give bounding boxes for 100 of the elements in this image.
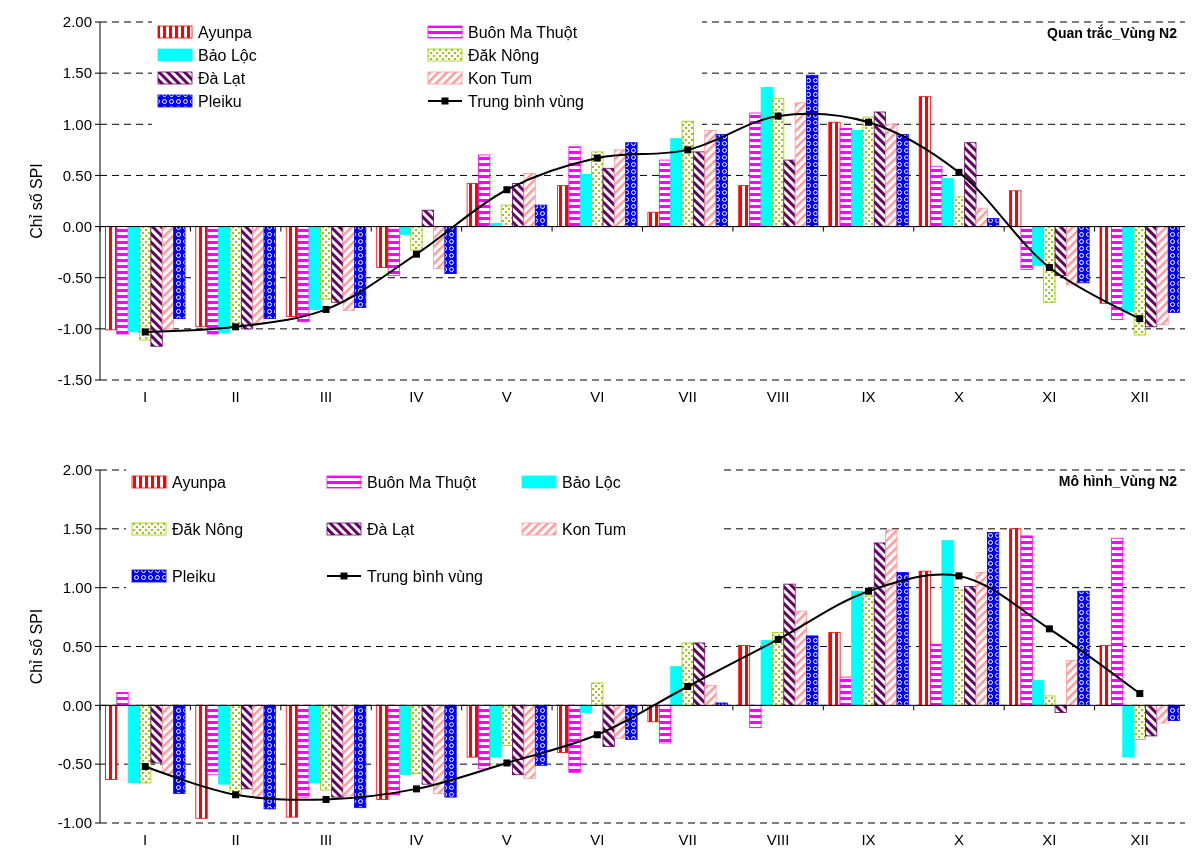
bar (240, 704, 254, 790)
bar (885, 529, 898, 706)
bar (1145, 226, 1158, 328)
point (684, 146, 692, 154)
bar (1009, 190, 1022, 227)
x-tick-label: VIII (766, 388, 790, 405)
y-tick-label: 2.00 (62, 13, 92, 31)
x-tick-label: IV (409, 388, 424, 405)
bar (862, 595, 875, 706)
bar (783, 583, 796, 706)
legend-label: Đà Lạt (367, 520, 415, 538)
bar (806, 635, 819, 706)
bar (444, 226, 457, 275)
y-tick-label: -0.50 (57, 268, 92, 286)
bar (139, 704, 152, 784)
bar (466, 704, 479, 758)
bar (173, 226, 186, 320)
bar (896, 571, 909, 706)
legend-label: Bảo Lộc (562, 473, 621, 491)
bar (896, 134, 909, 227)
y-tick-label: -0.50 (57, 755, 92, 773)
bar (308, 704, 321, 784)
bar (952, 589, 966, 706)
bar (218, 226, 231, 334)
point (865, 118, 873, 126)
point (503, 186, 511, 194)
legend-label: Pleiku (198, 92, 242, 110)
point (593, 731, 601, 739)
point (503, 759, 511, 767)
bar (195, 704, 208, 819)
x-tick-label: XI (1042, 831, 1057, 848)
x-tick-label: I (143, 388, 148, 405)
y-tick-label: 0.00 (62, 696, 92, 714)
bar (319, 226, 333, 300)
bar (105, 226, 118, 331)
bar (625, 142, 638, 227)
x-tick-label: II (231, 388, 240, 405)
bar (1099, 226, 1112, 304)
bar (1077, 590, 1090, 706)
bar (478, 704, 491, 770)
bar (647, 211, 660, 227)
bar (342, 226, 355, 311)
bar (139, 226, 152, 341)
y-tick-label: -1.00 (57, 320, 92, 338)
x-tick-label: X (953, 831, 964, 848)
bar (749, 704, 762, 729)
bar (1110, 537, 1124, 706)
bar (964, 586, 977, 706)
bar (839, 676, 852, 706)
bar (602, 704, 615, 747)
y-tick-label: 1.50 (62, 64, 92, 82)
bar (1043, 226, 1056, 303)
bar (1066, 660, 1079, 706)
bar (760, 640, 773, 706)
point (1045, 625, 1053, 633)
bar (195, 226, 208, 328)
point (1045, 263, 1053, 271)
bar (285, 704, 299, 818)
y-axis-title: Chỉ số SPI (28, 163, 45, 239)
bar (1020, 226, 1033, 270)
bar (116, 226, 129, 335)
x-tick-label: VII (678, 831, 697, 848)
point (774, 635, 782, 643)
bar (534, 204, 548, 227)
bar (444, 704, 457, 798)
x-tick-label: III (319, 831, 333, 848)
bar (1054, 226, 1067, 277)
point (1136, 690, 1144, 698)
bar (760, 87, 773, 227)
bar (568, 146, 581, 227)
x-tick-label: XII (1130, 831, 1149, 848)
y-axis-title: Chỉ số SPI (28, 608, 45, 685)
bar (1020, 535, 1033, 706)
bar (421, 704, 434, 785)
bar (466, 183, 479, 227)
point (322, 795, 330, 803)
x-tick-label: I (143, 831, 148, 848)
legend-label: Đà Lạt (198, 69, 246, 87)
x-tick-label: VII (678, 388, 697, 405)
bar (602, 167, 615, 227)
bar (591, 151, 604, 227)
legend-label: Pleiku (172, 567, 216, 585)
bar (150, 704, 163, 764)
bar (354, 226, 367, 308)
bar (1043, 695, 1056, 706)
legend-label: Kon Tum (562, 520, 627, 538)
bar (839, 127, 852, 227)
point (322, 305, 330, 313)
y-tick-label: 0.50 (62, 166, 92, 184)
y-tick-label: -1.50 (57, 371, 92, 389)
bar (173, 704, 186, 794)
bar (387, 226, 400, 277)
bar (1133, 226, 1146, 336)
bar (500, 204, 513, 227)
bar (964, 142, 977, 227)
bar (1156, 226, 1169, 326)
bar (692, 642, 706, 706)
bar (478, 154, 491, 227)
legend-label: Buôn Ma Thuột (367, 473, 477, 491)
bar (285, 226, 299, 317)
